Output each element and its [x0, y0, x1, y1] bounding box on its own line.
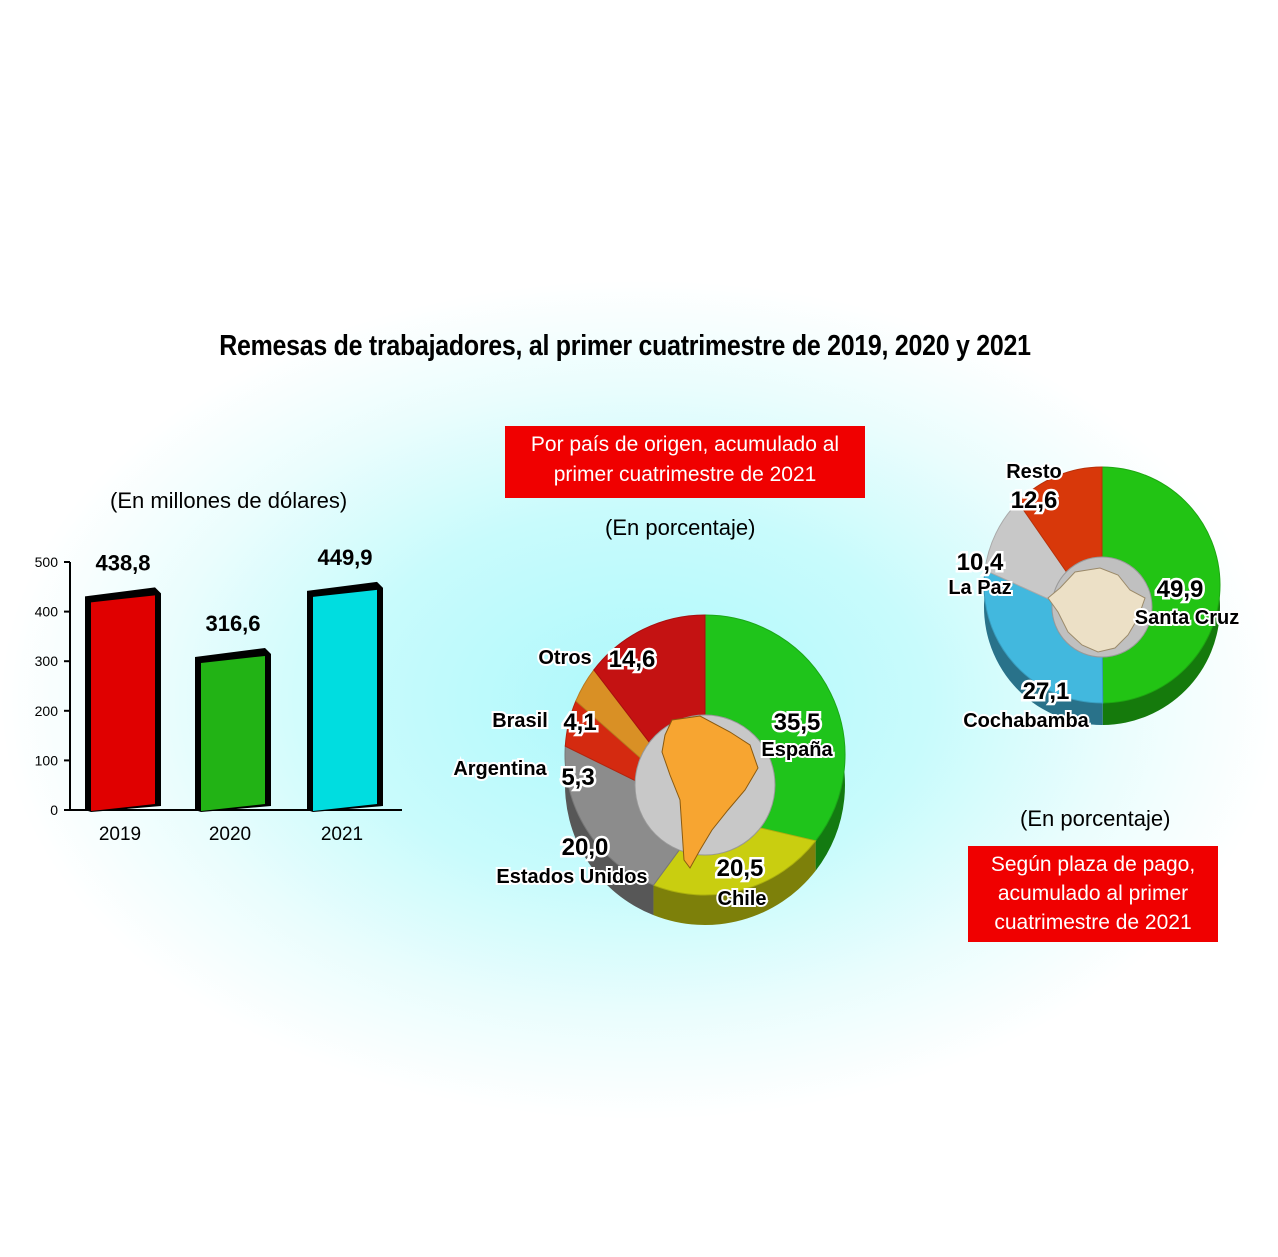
slice-value-label: 12,6: [1011, 487, 1058, 514]
slice-name-label: Otros: [538, 647, 591, 669]
slice-name-label: Santa Cruz: [1135, 607, 1239, 629]
y-tick-label: 100: [35, 752, 59, 768]
country-unit-label: (En porcentaje): [605, 515, 756, 540]
city-unit-label: (En porcentaje): [1020, 806, 1171, 831]
y-tick-label: 400: [35, 604, 59, 620]
bar-2021: [307, 581, 383, 812]
x-category-label: 2021: [321, 824, 363, 845]
slice-name-label: Estados Unidos: [496, 866, 647, 888]
rim-segment: [984, 570, 1103, 726]
y-tick-label: 500: [35, 554, 59, 570]
country-title-box: Por país de origen, acumulado al primer …: [505, 426, 865, 498]
slice-name-label: España: [761, 739, 833, 761]
bar-value-label: 449,9: [317, 545, 372, 570]
y-tick-label: 0: [50, 802, 58, 818]
slice-value-label: 10,4: [957, 549, 1004, 576]
city-title-line-3: cuatrimestre de 2021: [994, 911, 1192, 934]
bar-face: [91, 595, 155, 811]
slice-value-label: 27,1: [1023, 678, 1070, 705]
bolivia-map: [1047, 567, 1146, 653]
rim-segment: [653, 840, 816, 926]
rim-segment: [565, 746, 654, 916]
bar-2020: [195, 647, 271, 812]
slice-name-label: Resto: [1006, 461, 1062, 483]
slice-name-label: La Paz: [948, 577, 1011, 599]
bar-face: [313, 589, 377, 811]
bar-2019: [85, 587, 161, 812]
bar-value-label: 438,8: [95, 550, 150, 575]
slice-value-label: 35,5: [774, 709, 821, 736]
slice-value-label: 4,1: [563, 709, 596, 736]
x-category-label: 2019: [99, 824, 141, 845]
slice-value-label: 20,0: [562, 834, 609, 861]
bar-face: [201, 655, 265, 811]
country-title-line-1: Por país de origen, acumulado al: [530, 433, 840, 456]
chart-title: Remesas de trabajadores, al primer cuatr…: [219, 330, 1031, 362]
bar-value-label: 316,6: [205, 611, 260, 636]
city-title-box: Según plaza de pago, acumulado al primer…: [968, 846, 1218, 942]
slice-name-label: Brasil: [492, 710, 548, 732]
slice-value-label: 20,5: [717, 855, 764, 882]
city-title-line-1: Según plaza de pago,: [990, 853, 1196, 876]
slice-value-label: 14,6: [609, 646, 656, 673]
slice-name-label: Argentina: [453, 758, 547, 780]
bar-unit-label: (En millones de dólares): [110, 488, 348, 513]
slice-value-label: 5,3: [561, 764, 594, 791]
y-tick-label: 300: [35, 653, 59, 669]
slice-name-label: Cochabamba: [963, 710, 1089, 732]
city-title-line-2: acumulado al primer: [997, 882, 1189, 905]
x-category-label: 2020: [209, 824, 251, 845]
south-america-map: [661, 715, 759, 869]
y-tick-label: 200: [35, 703, 59, 719]
country-title-line-2: primer cuatrimestre de 2021: [553, 463, 817, 486]
slice-value-label: 49,9: [1157, 576, 1204, 603]
slice-name-label: Chile: [718, 888, 767, 910]
